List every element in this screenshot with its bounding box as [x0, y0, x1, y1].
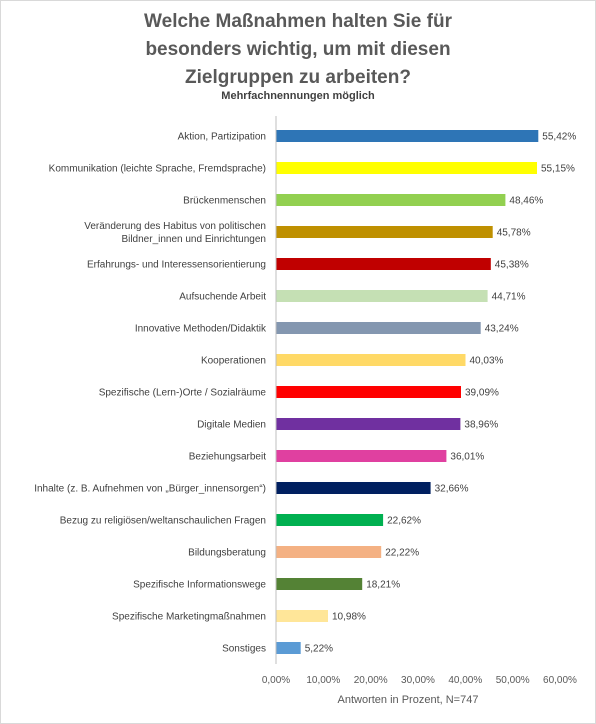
value-label-3: 48,46%: [509, 196, 543, 207]
category-label-17: Sonstiges: [222, 644, 266, 655]
value-label-14: 22,22%: [385, 548, 419, 559]
bar-5: [276, 258, 491, 270]
value-label-5: 45,38%: [495, 260, 529, 271]
chart-title-line-1: Welche Maßnahmen halten Sie für: [144, 11, 452, 32]
category-label-5: Erfahrungs- und Interessensorientierung: [87, 260, 266, 271]
x-tick-label-6: 50,00%: [496, 675, 530, 686]
bar-3: [276, 194, 506, 206]
category-label-9: Spezifische (Lern-)Orte / Sozialräume: [99, 388, 267, 399]
bar-13: [276, 514, 384, 526]
bar-7: [276, 322, 481, 334]
category-label-10: Digitale Medien: [197, 420, 266, 431]
category-label-4-line-1: Veränderung des Habitus von politischen: [84, 221, 266, 232]
bar-6: [276, 290, 488, 302]
x-tick-label-7: 60,00%: [543, 675, 577, 686]
x-tick-label-4: 30,00%: [401, 675, 435, 686]
x-axis-title: Antworten in Prozent, N=747: [338, 694, 479, 706]
bar-1: [276, 130, 539, 142]
value-label-15: 18,21%: [366, 580, 400, 591]
chart-title-line-3: Zielgruppen zu arbeiten?: [185, 67, 411, 88]
chart-title-line-2: besonders wichtig, um mit diesen: [145, 39, 451, 60]
value-label-2: 55,15%: [541, 164, 575, 175]
value-label-17: 5,22%: [305, 644, 333, 655]
x-tick-label-3: 20,00%: [354, 675, 388, 686]
category-label-7: Innovative Methoden/Didaktik: [135, 324, 267, 335]
x-tick-label-1: 0,00%: [262, 675, 290, 686]
bar-12: [276, 482, 431, 494]
bar-9: [276, 386, 461, 398]
value-label-4: 45,78%: [497, 228, 531, 239]
value-label-8: 40,03%: [470, 356, 504, 367]
bar-11: [276, 450, 447, 462]
bar-10: [276, 418, 461, 430]
category-label-6: Aufsuchende Arbeit: [179, 292, 266, 303]
chart-subtitle: Mehrfachnennungen möglich: [221, 90, 375, 102]
value-label-11: 36,01%: [450, 452, 484, 463]
bar-4: [276, 226, 493, 238]
bar-14: [276, 546, 382, 558]
value-label-10: 38,96%: [464, 420, 498, 431]
value-label-1: 55,42%: [542, 132, 576, 143]
category-label-14: Bildungsberatung: [188, 548, 266, 559]
chart-title: Welche Maßnahmen halten Sie für besonder…: [0, 8, 596, 92]
category-label-12: Inhalte (z. B. Aufnehmen von „Bürger_inn…: [34, 484, 266, 495]
category-label-8: Kooperationen: [201, 356, 266, 367]
value-label-6: 44,71%: [492, 292, 526, 303]
category-label-11: Beziehungsarbeit: [189, 452, 266, 463]
bar-16: [276, 610, 328, 622]
bar-8: [276, 354, 466, 366]
value-label-13: 22,62%: [387, 516, 421, 527]
category-label-15: Spezifische Informationswege: [133, 580, 266, 591]
category-label-1: Aktion, Partizipation: [178, 132, 266, 143]
value-label-16: 10,98%: [332, 612, 366, 623]
category-label-16: Spezifische Marketingmaßnahmen: [112, 612, 266, 623]
category-label-2: Kommunikation (leichte Sprache, Fremdspr…: [49, 164, 266, 175]
value-label-12: 32,66%: [435, 484, 469, 495]
category-label-13: Bezug zu religiösen/weltanschaulichen Fr…: [60, 516, 266, 527]
bar-17: [276, 642, 301, 654]
value-label-7: 43,24%: [485, 324, 519, 335]
bar-15: [276, 578, 363, 590]
x-tick-label-2: 10,00%: [306, 675, 340, 686]
value-label-9: 39,09%: [465, 388, 499, 399]
x-tick-label-5: 40,00%: [448, 675, 482, 686]
category-label-4-line-2: Bildner_innen und Einrichtungen: [121, 234, 266, 245]
bar-2: [276, 162, 537, 174]
category-label-3: Brückenmenschen: [183, 196, 266, 207]
